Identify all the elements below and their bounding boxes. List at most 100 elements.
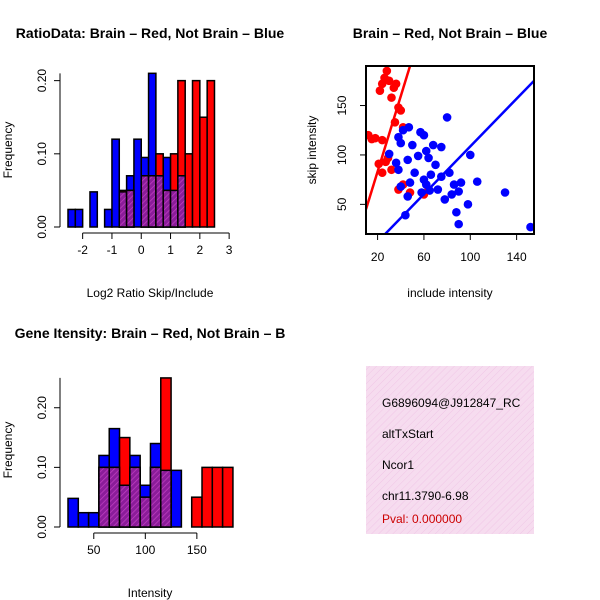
- intensity-scatter-panel: Brain – Red, Not Brain – Blue 20 60 100 140…: [305, 25, 547, 300]
- info-panel: G6896094@J912847_RC altTxStart Ncor1 chr…: [366, 366, 534, 534]
- ratio-hist-x-tick-label-5: 3: [226, 243, 233, 257]
- scatter-not-brain-point-6: [437, 142, 446, 152]
- ratio-hist-y-tick-label-0: 0.00: [35, 215, 49, 239]
- scatter-not-brain-point-17: [394, 165, 403, 175]
- scatter-brain-point-15: [377, 135, 387, 145]
- intensity-histogram-panel: Gene Itensity: Brain – Red, Not Brain – …: [1, 325, 285, 600]
- intensity-hist-overlap-bar-0: [98, 466, 110, 528]
- scatter-y-tick-label-1: 100: [335, 145, 349, 165]
- intensity-scatter-title: Brain – Red, Not Brain – Blue: [353, 25, 548, 41]
- scatter-x-tick-label-2: 100: [460, 250, 480, 264]
- scatter-brain-point-14: [367, 134, 377, 144]
- scatter-not-brain-point-34: [425, 186, 435, 195]
- scatter-brain-point-9: [396, 106, 406, 115]
- info-location: chr11.3790-6.98: [382, 489, 469, 503]
- scatter-not-brain-point-35: [465, 150, 475, 160]
- intensity-scatter-xlabel: include intensity: [407, 286, 492, 300]
- scatter-plot-frame: [365, 65, 535, 235]
- scatter-not-brain-point-31: [403, 192, 413, 201]
- intensity-hist-overlap-bar-5: [149, 466, 162, 528]
- scatter-not-brain-fit-line: [383, 79, 534, 234]
- scatter-brain-point-0: [382, 66, 392, 76]
- ratio-hist-brain-bar-9: [191, 79, 201, 228]
- ratio-hist-x-tick-label-1: -1: [107, 243, 118, 257]
- scatter-x-tick-label-0: 20: [371, 250, 385, 264]
- scatter-not-brain-point-5: [428, 140, 438, 150]
- intensity-histogram-bars: [67, 377, 234, 528]
- scatter-not-brain-point-18: [410, 168, 419, 178]
- ratio-hist-not-brain-bar-0: [67, 208, 77, 228]
- ratio-hist-brain-bar-8: [184, 153, 194, 228]
- ratio-hist-not-brain-bar-2: [89, 191, 99, 228]
- intensity-histogram-xlabel: Intensity: [128, 586, 173, 600]
- ratio-histogram-ylabel: Frequency: [1, 122, 15, 179]
- scatter-not-brain-point-8: [408, 140, 417, 150]
- intensity-histogram-title: Gene Itensity: Brain – Red, Not Brain – …: [15, 325, 286, 341]
- intensity-hist-x-tick-label-0: 50: [87, 543, 101, 557]
- scatter-not-brain-point-15: [431, 160, 440, 170]
- ratio-hist-x-tick-label-4: 2: [196, 243, 203, 257]
- info-id-line: G6896094@J912847_RC: [382, 396, 521, 410]
- ratio-hist-overlap-bar-2: [140, 175, 150, 228]
- scatter-clipped-area: [366, 66, 534, 234]
- ratio-hist-y-tick-label-2: 0.20: [35, 69, 49, 93]
- intensity-hist-overlap-bar-2: [118, 484, 131, 528]
- scatter-not-brain-point-38: [500, 188, 510, 197]
- info-event-type: altTxStart: [382, 427, 434, 441]
- ratio-hist-x-tick-label-0: -2: [77, 243, 88, 257]
- ratio-hist-overlap-bar-0: [118, 191, 128, 228]
- intensity-histogram-axes: 50 100 150 0.00 0.10 0.20: [35, 377, 207, 557]
- ratio-hist-overlap-bar-1: [125, 189, 135, 228]
- scatter-not-brain-point-40: [401, 210, 410, 220]
- ratio-histogram-bars: [67, 72, 216, 228]
- intensity-scatter-ylabel: skip intensity: [305, 116, 319, 185]
- intensity-hist-y-tick-label-2: 0.20: [35, 396, 49, 420]
- ratio-hist-not-brain-bar-7: [133, 138, 142, 228]
- intensity-hist-brain-bar-10: [221, 466, 234, 528]
- scatter-not-brain-point-12: [424, 153, 433, 163]
- intensity-histogram-ylabel: Frequency: [1, 422, 15, 479]
- scatter-not-brain-point-36: [472, 177, 482, 186]
- intensity-hist-not-brain-bar-10: [170, 469, 183, 528]
- ratio-hist-overlap-bar-3: [147, 175, 157, 228]
- intensity-hist-not-brain-bar-0: [67, 497, 80, 528]
- scatter-not-brain-point-4: [419, 130, 429, 140]
- ratio-hist-brain-bar-11: [206, 79, 216, 228]
- intensity-hist-overlap-bar-6: [160, 469, 172, 528]
- scatter-not-brain-point-7: [396, 138, 406, 148]
- scatter-x-tick-label-3: 140: [507, 250, 527, 264]
- ratio-hist-x-tick-label-3: 1: [167, 243, 174, 257]
- scatter-brain-point-20: [377, 168, 387, 178]
- intensity-hist-brain-bar-8: [201, 466, 214, 528]
- scatter-not-brain-point-26: [396, 182, 406, 191]
- scatter-not-brain-point-16: [442, 113, 452, 122]
- scatter-x-tick-label-1: 60: [417, 250, 431, 264]
- intensity-hist-not-brain-bar-2: [87, 511, 100, 528]
- ratio-hist-not-brain-bar-3: [103, 208, 113, 228]
- intensity-hist-brain-bar-9: [211, 466, 224, 528]
- scatter-not-brain-point-33: [440, 195, 450, 204]
- ratio-histogram-title: RatioData: Brain – Red, Not Brain – Blue: [16, 25, 285, 41]
- ratio-hist-overlap-bar-4: [155, 175, 164, 228]
- scatter-brain-point-17: [381, 157, 390, 167]
- ratio-hist-x-tick-label-2: 0: [138, 243, 145, 257]
- scatter-brain-point-19: [387, 165, 396, 175]
- ratio-hist-overlap-bar-6: [169, 189, 179, 228]
- intensity-hist-y-tick-label-1: 0.10: [35, 455, 49, 479]
- scatter-brain-point-3: [377, 79, 387, 89]
- ratio-hist-y-tick-label-1: 0.10: [35, 142, 49, 166]
- ratio-histogram-axes: -2 -1 0 1 2 3 0.00 0.10 0.20: [35, 69, 233, 257]
- scatter-not-brain-point-39: [452, 207, 461, 217]
- scatter-not-brain-point-13: [391, 158, 401, 168]
- scatter-not-brain-point-1: [404, 122, 414, 132]
- scatter-not-brain-point-25: [449, 180, 459, 189]
- scatter-brain-fit-line: [366, 66, 412, 210]
- scatter-not-brain-point-42: [526, 222, 534, 232]
- ratio-hist-overlap-bar-5: [162, 189, 172, 228]
- scatter-not-brain-point-11: [413, 151, 423, 161]
- ratio-histogram-xlabel: Log2 Ratio Skip/Include: [87, 286, 214, 300]
- scatter-y-tick-label-0: 50: [335, 197, 349, 211]
- scatter-not-brain-point-37: [463, 200, 473, 209]
- info-gene: Ncor1: [382, 458, 414, 472]
